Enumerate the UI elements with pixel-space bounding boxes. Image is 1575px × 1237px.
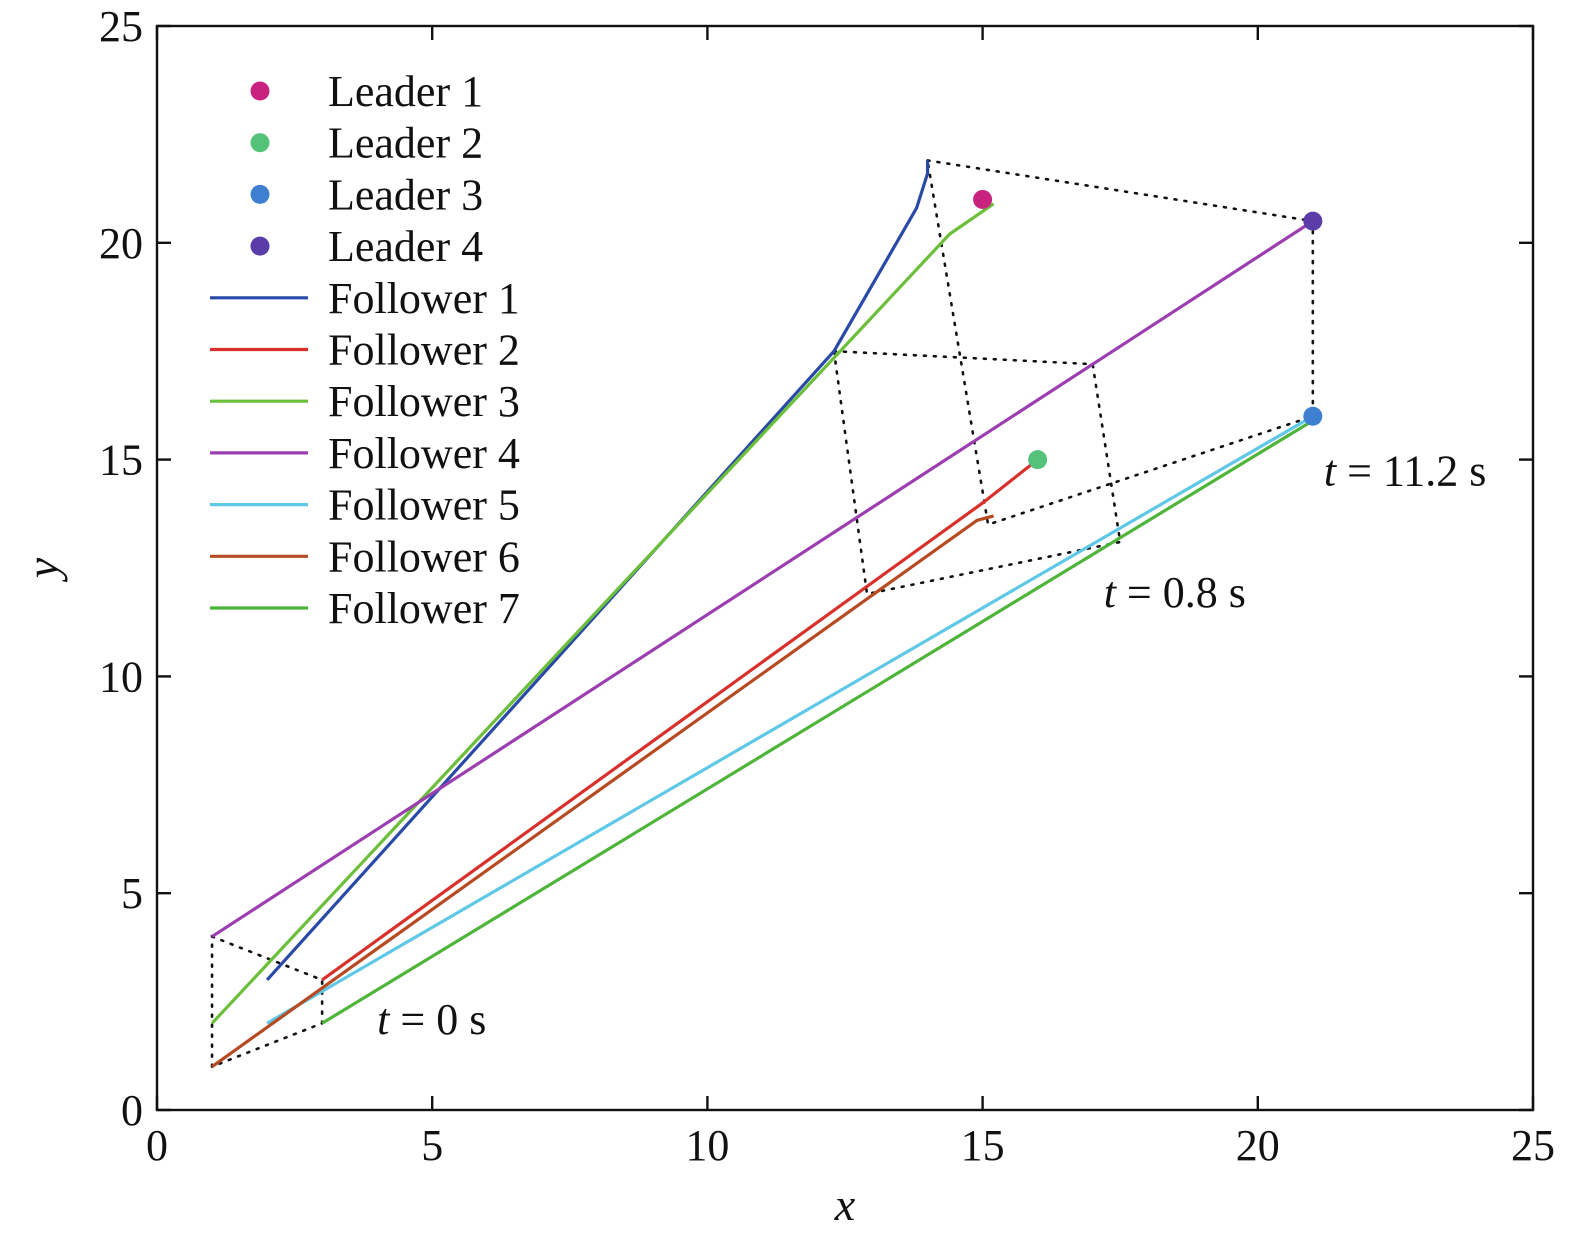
leader-layer — [973, 189, 1323, 470]
legend-marker-leader-3 — [250, 184, 270, 204]
legend-label-leader-1: Leader 1 — [328, 67, 483, 116]
legend-marker-leader-2 — [250, 133, 270, 153]
legend-label-follower-2: Follower 2 — [328, 326, 520, 375]
x-tick-label: 5 — [421, 1121, 443, 1170]
x-tick-label: 25 — [1511, 1121, 1555, 1170]
trajectory-follower-7 — [321, 419, 1314, 1025]
trajectory-follower-3 — [210, 202, 995, 1025]
legend-label-follower-4: Follower 4 — [328, 429, 520, 478]
x-tick-label: 15 — [961, 1121, 1005, 1170]
y-tick-label: 5 — [121, 869, 143, 918]
legend-label-leader-2: Leader 2 — [328, 119, 483, 168]
legend-label-follower-5: Follower 5 — [328, 481, 520, 530]
point-leader-1 — [973, 189, 993, 209]
trajectory-follower-2 — [321, 458, 1039, 982]
formation-outline-2 — [832, 349, 1122, 596]
y-tick-label: 15 — [99, 436, 143, 485]
annotation-time-3: t = 11.2 s — [1324, 447, 1487, 496]
series-layer — [210, 160, 1314, 1068]
plot-frame — [155, 24, 1535, 1112]
point-leader-2 — [1028, 450, 1048, 470]
trajectory-follower-5 — [266, 414, 1314, 1025]
x-tick-label: 20 — [1236, 1121, 1280, 1170]
x-tick-label: 10 — [685, 1121, 729, 1170]
y-tick-label: 20 — [99, 219, 143, 268]
formation-outline-3 — [925, 158, 1315, 527]
point-leader-3 — [1303, 406, 1323, 426]
axes: 0 5 10 15 20 25 0 5 10 15 20 25 — [99, 2, 1555, 1170]
legend-marker-leader-1 — [250, 81, 270, 101]
annotation-time-1: t = 0 s — [377, 995, 486, 1044]
point-leader-4 — [1303, 211, 1323, 231]
legend-label-follower-7: Follower 7 — [328, 584, 520, 633]
x-tick-label: 0 — [146, 1121, 168, 1170]
y-tick-label: 25 — [99, 2, 143, 51]
legend-marker-leader-4 — [250, 236, 270, 256]
trajectory-follower-6 — [211, 514, 995, 1068]
trajectory-follower-4 — [211, 219, 1314, 938]
y-tick-label: 10 — [99, 652, 143, 701]
x-axis-label: x — [834, 1179, 856, 1230]
annotation-layer: t = 0 s t = 0.8 s t = 11.2 s — [377, 447, 1486, 1045]
legend-label-leader-4: Leader 4 — [328, 222, 483, 271]
legend-label-follower-6: Follower 6 — [328, 532, 520, 581]
annotation-time-2: t = 0.8 s — [1104, 568, 1246, 617]
y-axis-label: y — [17, 557, 68, 582]
legend-label-follower-1: Follower 1 — [328, 274, 520, 323]
legend-label-leader-3: Leader 3 — [328, 170, 483, 219]
y-tick-label: 0 — [121, 1086, 143, 1135]
legend-label-follower-3: Follower 3 — [328, 377, 520, 426]
